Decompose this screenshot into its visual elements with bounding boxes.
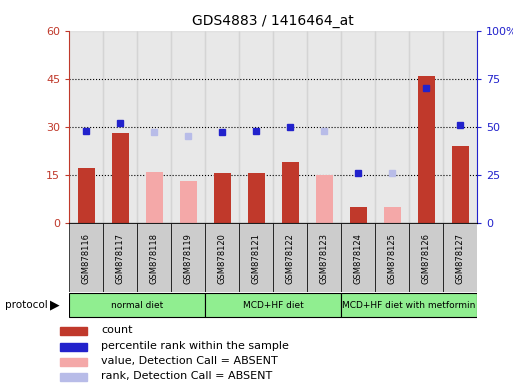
- Text: percentile rank within the sample: percentile rank within the sample: [101, 341, 289, 351]
- Text: GSM878122: GSM878122: [286, 233, 294, 284]
- Bar: [418, 76, 435, 223]
- Bar: [78, 168, 95, 223]
- Bar: [409, 31, 443, 223]
- Text: value, Detection Call = ABSENT: value, Detection Call = ABSENT: [101, 356, 278, 366]
- Bar: [69, 31, 103, 223]
- Bar: [341, 31, 375, 223]
- Bar: [60, 327, 87, 335]
- Bar: [375, 31, 409, 223]
- Bar: [60, 343, 87, 351]
- Bar: [171, 31, 205, 223]
- Bar: [60, 358, 87, 366]
- Bar: [341, 223, 375, 292]
- Text: MCD+HF diet with metformin: MCD+HF diet with metformin: [343, 301, 476, 310]
- Bar: [315, 175, 332, 223]
- Text: GSM878126: GSM878126: [422, 233, 430, 284]
- Bar: [69, 223, 103, 292]
- Bar: [180, 181, 196, 223]
- Bar: [205, 293, 341, 317]
- Bar: [137, 223, 171, 292]
- Text: GSM878125: GSM878125: [388, 233, 397, 284]
- Text: GSM878121: GSM878121: [252, 233, 261, 284]
- Bar: [214, 173, 231, 223]
- Text: normal diet: normal diet: [111, 301, 163, 310]
- Bar: [239, 223, 273, 292]
- Text: GSM878127: GSM878127: [456, 233, 465, 284]
- Title: GDS4883 / 1416464_at: GDS4883 / 1416464_at: [192, 14, 354, 28]
- Bar: [60, 373, 87, 381]
- Text: count: count: [101, 325, 132, 335]
- Bar: [171, 223, 205, 292]
- Bar: [409, 223, 443, 292]
- Text: GSM878119: GSM878119: [184, 233, 193, 284]
- Bar: [443, 223, 477, 292]
- Text: ▶: ▶: [50, 299, 60, 312]
- Bar: [273, 223, 307, 292]
- Text: protocol: protocol: [5, 300, 48, 310]
- Bar: [205, 223, 239, 292]
- Bar: [341, 293, 477, 317]
- Text: GSM878118: GSM878118: [150, 233, 159, 284]
- Bar: [384, 207, 401, 223]
- Bar: [69, 293, 205, 317]
- Bar: [307, 223, 341, 292]
- Bar: [451, 146, 468, 223]
- Bar: [443, 31, 477, 223]
- Bar: [103, 31, 137, 223]
- Bar: [239, 31, 273, 223]
- Text: rank, Detection Call = ABSENT: rank, Detection Call = ABSENT: [101, 371, 272, 381]
- Text: GSM878117: GSM878117: [116, 233, 125, 284]
- Text: GSM878120: GSM878120: [218, 233, 227, 284]
- Text: GSM878116: GSM878116: [82, 233, 91, 284]
- Bar: [307, 31, 341, 223]
- Text: MCD+HF diet: MCD+HF diet: [243, 301, 304, 310]
- Bar: [146, 172, 163, 223]
- Bar: [273, 31, 307, 223]
- Bar: [248, 173, 265, 223]
- Bar: [350, 207, 367, 223]
- Bar: [112, 133, 129, 223]
- Bar: [137, 31, 171, 223]
- Bar: [282, 162, 299, 223]
- Text: GSM878123: GSM878123: [320, 233, 329, 284]
- Bar: [375, 223, 409, 292]
- Bar: [103, 223, 137, 292]
- Text: GSM878124: GSM878124: [353, 233, 363, 284]
- Bar: [205, 31, 239, 223]
